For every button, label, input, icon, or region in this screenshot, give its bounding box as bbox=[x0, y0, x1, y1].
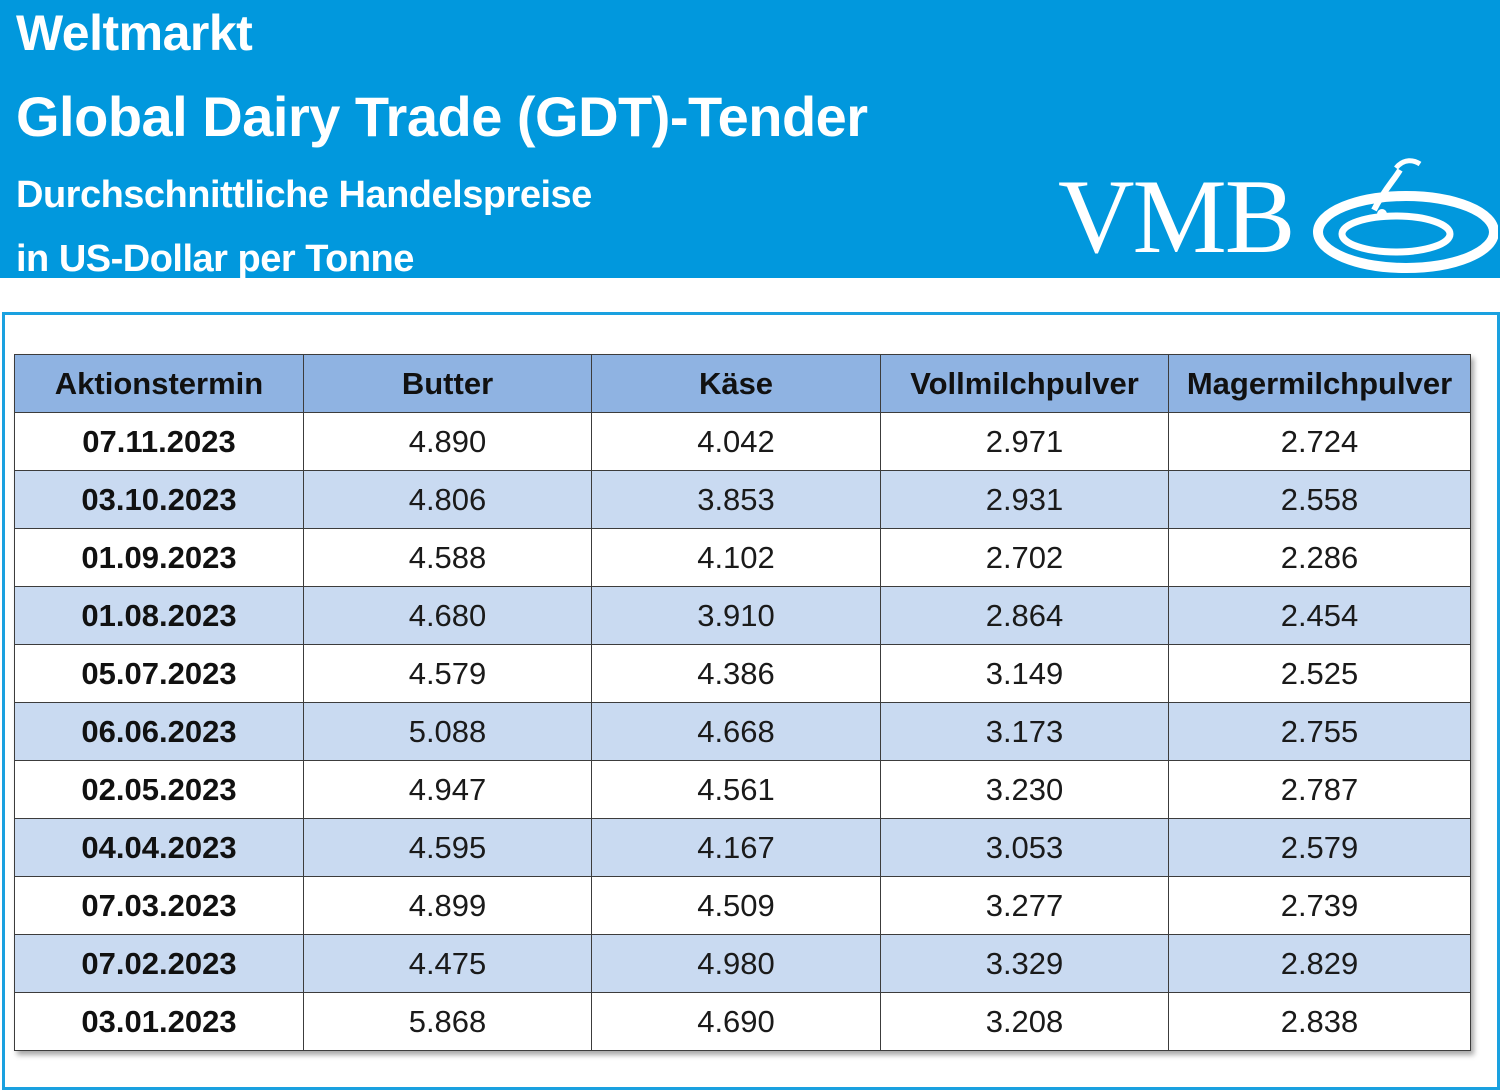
cell-date: 07.03.2023 bbox=[14, 876, 304, 935]
cell-vollmilchpulver: 2.971 bbox=[880, 412, 1169, 471]
cell-butter: 4.680 bbox=[303, 586, 592, 645]
cell-magermilchpulver: 2.787 bbox=[1168, 760, 1471, 819]
table-row: 07.03.2023 4.899 4.509 3.277 2.739 bbox=[14, 876, 1471, 935]
cell-butter: 4.475 bbox=[303, 934, 592, 993]
column-header-kaese: Käse bbox=[591, 354, 881, 413]
column-header-butter: Butter bbox=[303, 354, 592, 413]
cell-kaese: 4.509 bbox=[591, 876, 881, 935]
description-line-2: in US-Dollar per Tonne bbox=[16, 238, 414, 280]
header-banner: Weltmarkt Global Dairy Trade (GDT)-Tende… bbox=[0, 0, 1500, 280]
table-row: 07.11.2023 4.890 4.042 2.971 2.724 bbox=[14, 412, 1471, 471]
cell-butter: 5.088 bbox=[303, 702, 592, 761]
cell-date: 07.11.2023 bbox=[14, 412, 304, 471]
logo-text: VMB bbox=[1058, 158, 1296, 275]
cell-kaese: 4.690 bbox=[591, 992, 881, 1051]
cell-date: 06.06.2023 bbox=[14, 702, 304, 761]
cell-magermilchpulver: 2.454 bbox=[1168, 586, 1471, 645]
cell-kaese: 4.102 bbox=[591, 528, 881, 587]
cell-vollmilchpulver: 3.053 bbox=[880, 818, 1169, 877]
cell-date: 05.07.2023 bbox=[14, 644, 304, 703]
cell-butter: 4.588 bbox=[303, 528, 592, 587]
cell-butter: 4.899 bbox=[303, 876, 592, 935]
cell-date: 01.09.2023 bbox=[14, 528, 304, 587]
cell-vollmilchpulver: 3.230 bbox=[880, 760, 1169, 819]
cell-butter: 4.947 bbox=[303, 760, 592, 819]
cell-magermilchpulver: 2.525 bbox=[1168, 644, 1471, 703]
cell-kaese: 3.910 bbox=[591, 586, 881, 645]
table-row: 02.05.2023 4.947 4.561 3.230 2.787 bbox=[14, 760, 1471, 819]
table-row: 05.07.2023 4.579 4.386 3.149 2.525 bbox=[14, 644, 1471, 703]
cell-butter: 4.890 bbox=[303, 412, 592, 471]
cell-kaese: 4.980 bbox=[591, 934, 881, 993]
cell-magermilchpulver: 2.829 bbox=[1168, 934, 1471, 993]
logo-swirl-icon bbox=[1313, 158, 1498, 273]
table-header-row: Aktionstermin Butter Käse Vollmilchpulve… bbox=[14, 354, 1471, 413]
cell-date: 03.01.2023 bbox=[14, 992, 304, 1051]
cell-kaese: 3.853 bbox=[591, 470, 881, 529]
cell-vollmilchpulver: 3.329 bbox=[880, 934, 1169, 993]
page-subtitle: Global Dairy Trade (GDT)-Tender bbox=[16, 85, 868, 148]
price-table: Aktionstermin Butter Käse Vollmilchpulve… bbox=[14, 354, 1471, 1051]
cell-kaese: 4.167 bbox=[591, 818, 881, 877]
cell-date: 04.04.2023 bbox=[14, 818, 304, 877]
cell-date: 01.08.2023 bbox=[14, 586, 304, 645]
cell-butter: 4.595 bbox=[303, 818, 592, 877]
table-row: 06.06.2023 5.088 4.668 3.173 2.755 bbox=[14, 702, 1471, 761]
cell-magermilchpulver: 2.579 bbox=[1168, 818, 1471, 877]
table-row: 04.04.2023 4.595 4.167 3.053 2.579 bbox=[14, 818, 1471, 877]
cell-kaese: 4.668 bbox=[591, 702, 881, 761]
cell-butter: 4.579 bbox=[303, 644, 592, 703]
cell-vollmilchpulver: 3.208 bbox=[880, 992, 1169, 1051]
column-header-vollmilchpulver: Vollmilchpulver bbox=[880, 354, 1169, 413]
cell-date: 03.10.2023 bbox=[14, 470, 304, 529]
cell-magermilchpulver: 2.724 bbox=[1168, 412, 1471, 471]
cell-magermilchpulver: 2.838 bbox=[1168, 992, 1471, 1051]
cell-vollmilchpulver: 3.277 bbox=[880, 876, 1169, 935]
cell-vollmilchpulver: 2.931 bbox=[880, 470, 1169, 529]
cell-kaese: 4.386 bbox=[591, 644, 881, 703]
cell-date: 02.05.2023 bbox=[14, 760, 304, 819]
cell-date: 07.02.2023 bbox=[14, 934, 304, 993]
cell-butter: 5.868 bbox=[303, 992, 592, 1051]
column-header-magermilchpulver: Magermilchpulver bbox=[1168, 354, 1471, 413]
column-header-aktionstermin: Aktionstermin bbox=[14, 354, 304, 413]
page-title: Weltmarkt bbox=[16, 5, 253, 61]
cell-kaese: 4.561 bbox=[591, 760, 881, 819]
cell-magermilchpulver: 2.755 bbox=[1168, 702, 1471, 761]
table-row: 03.01.2023 5.868 4.690 3.208 2.838 bbox=[14, 992, 1471, 1051]
cell-vollmilchpulver: 3.173 bbox=[880, 702, 1169, 761]
table-row: 03.10.2023 4.806 3.853 2.931 2.558 bbox=[14, 470, 1471, 529]
cell-vollmilchpulver: 3.149 bbox=[880, 644, 1169, 703]
cell-butter: 4.806 bbox=[303, 470, 592, 529]
table-row: 01.08.2023 4.680 3.910 2.864 2.454 bbox=[14, 586, 1471, 645]
vmb-logo: VMB bbox=[1058, 150, 1498, 278]
table-row: 01.09.2023 4.588 4.102 2.702 2.286 bbox=[14, 528, 1471, 587]
cell-magermilchpulver: 2.739 bbox=[1168, 876, 1471, 935]
cell-kaese: 4.042 bbox=[591, 412, 881, 471]
cell-vollmilchpulver: 2.864 bbox=[880, 586, 1169, 645]
cell-vollmilchpulver: 2.702 bbox=[880, 528, 1169, 587]
cell-magermilchpulver: 2.558 bbox=[1168, 470, 1471, 529]
table-row: 07.02.2023 4.475 4.980 3.329 2.829 bbox=[14, 934, 1471, 993]
description-line-1: Durchschnittliche Handelspreise bbox=[16, 174, 592, 216]
cell-magermilchpulver: 2.286 bbox=[1168, 528, 1471, 587]
